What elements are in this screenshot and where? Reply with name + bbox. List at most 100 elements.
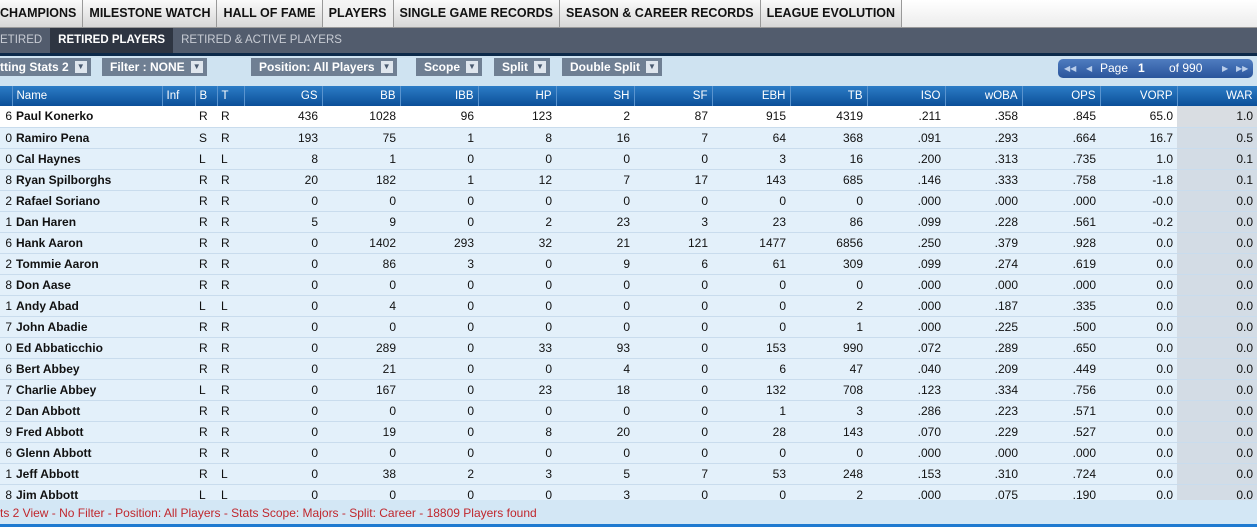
tab-champions[interactable]: CHAMPIONS — [0, 0, 84, 27]
table-row[interactable]: 1 Jeff Abbott R L 0 38 2 3 5 7 53 248.153.310.724 0.… — [0, 463, 1257, 485]
column-header-war[interactable]: WAR — [1177, 86, 1257, 106]
table-row[interactable]: 6 Hank Aaron R R 0 1402 293 32 21 121 1477 6856.250… — [0, 232, 1257, 254]
player-name[interactable]: Ramiro Pena — [12, 127, 162, 149]
filter-dropdown[interactable]: Filter : NONE ▼ — [102, 58, 207, 76]
tab-milestone-watch[interactable]: MILESTONE WATCH — [83, 0, 218, 27]
cell-ibb: 293 — [400, 232, 478, 254]
player-name[interactable]: Jeff Abbott — [12, 463, 162, 485]
column-header-bb[interactable]: BB — [322, 86, 401, 106]
cell-hp: 8 — [478, 127, 556, 149]
player-name[interactable]: Ed Abbaticchio — [12, 337, 162, 359]
table-row[interactable]: 0 Ed Abbaticchio R R 0 289 0 33 93 0 153 990.072.28… — [0, 337, 1257, 359]
column-header-b[interactable]: B — [195, 86, 218, 106]
table-row[interactable]: 0 Ramiro Pena S R 193 75 1 8 16 7 64 368.091.293.66… — [0, 127, 1257, 149]
subtab-retired-players[interactable]: RETIRED PLAYERS — [50, 28, 174, 53]
table-row[interactable]: 9 Fred Abbott R R 0 19 0 8 20 0 28 143.070.229.527 0… — [0, 421, 1257, 443]
player-name[interactable]: Dan Abbott — [12, 400, 162, 422]
players-table: Name Inf B T GS BB IBB HP SH SF EBH TB ISO wOBA OPS VOR… — [0, 86, 1257, 506]
split-dropdown[interactable]: Split ▼ — [494, 58, 550, 76]
player-name[interactable]: Charlie Abbey — [12, 379, 162, 401]
column-header-sh[interactable]: SH — [556, 86, 635, 106]
cell-ebh: 915 — [712, 106, 790, 128]
cell-gs: 0 — [244, 400, 322, 422]
player-name[interactable]: Cal Haynes — [12, 148, 162, 170]
table-row[interactable]: 7 John Abadie R R 0 0 0 0 0 0 0 1.000.225.500 0.0 0.0 — [0, 316, 1257, 338]
column-header-ebh[interactable]: EBH — [712, 86, 791, 106]
player-name[interactable]: Fred Abbott — [12, 421, 162, 443]
table-row[interactable]: 1 Dan Haren R R 5 9 0 2 23 3 23 86.099.228.561 -0.2 0… — [0, 211, 1257, 233]
tab-league-evolution[interactable]: LEAGUE EVOLUTION — [760, 0, 903, 27]
cell-ebh: 6 — [712, 358, 790, 380]
column-header-name[interactable]: Name — [12, 86, 163, 106]
prev-page-icon[interactable]: ◀ — [1086, 64, 1093, 73]
cell-ebh: 3 — [712, 148, 790, 170]
chevron-down-icon: ▼ — [646, 61, 658, 73]
tab-single-game-records[interactable]: SINGLE GAME RECORDS — [393, 0, 561, 27]
table-row[interactable]: 0 Cal Haynes L L 8 1 0 0 0 0 3 16.200.313.735 1.0 0.1 — [0, 148, 1257, 170]
subtab-retired-active-players[interactable]: RETIRED & ACTIVE PLAYERS — [181, 34, 342, 46]
next-page-icon[interactable]: ▶ — [1222, 64, 1229, 73]
column-header-t[interactable]: T — [217, 86, 245, 106]
first-page-icon[interactable]: ◀◀ — [1064, 64, 1077, 73]
cell-woba: .379 — [945, 232, 1022, 254]
double-split-dropdown[interactable]: Double Split ▼ — [562, 58, 662, 76]
player-name[interactable]: Dan Haren — [12, 211, 162, 233]
player-name[interactable]: John Abadie — [12, 316, 162, 338]
table-row[interactable]: 6 Glenn Abbott R R 0 0 0 0 0 0 0 0.000.000.000 0.0 0.… — [0, 442, 1257, 464]
player-name[interactable]: Tommie Aaron — [12, 253, 162, 275]
table-row[interactable]: 6 Bert Abbey R R 0 21 0 0 4 0 6 47.040.209.449 0.0 0.… — [0, 358, 1257, 380]
position-dropdown[interactable]: Position: All Players ▼ — [251, 58, 397, 76]
cell-vorp: -0.0 — [1100, 190, 1177, 212]
player-name[interactable]: Paul Konerko — [12, 106, 162, 128]
cell-b: R — [195, 106, 217, 128]
table-row[interactable]: 2 Rafael Soriano R R 0 0 0 0 0 0 0 0.000.000.000 -0.… — [0, 190, 1257, 212]
table-row[interactable]: 2 Tommie Aaron R R 0 86 3 0 9 6 61 309.099.274.619 0… — [0, 253, 1257, 275]
cell-inf — [162, 442, 195, 464]
cell-tb: 1 — [790, 316, 867, 338]
cell-ebh: 53 — [712, 463, 790, 485]
tab-players[interactable]: PLAYERS — [322, 0, 394, 27]
cell-bb: 0 — [322, 190, 400, 212]
player-name[interactable]: Don Aase — [12, 274, 162, 296]
player-name[interactable]: Bert Abbey — [12, 358, 162, 380]
cell-ebh: 0 — [712, 190, 790, 212]
page-number[interactable]: 1 — [1138, 61, 1145, 75]
tab-hall-of-fame[interactable]: HALL OF FAME — [217, 0, 323, 27]
player-name[interactable]: Andy Abad — [12, 295, 162, 317]
subtab-etired[interactable]: ETIRED — [0, 34, 43, 46]
player-name[interactable]: Jim Abbott — [12, 484, 162, 506]
column-header-tb[interactable]: TB — [790, 86, 868, 106]
column-header-inf[interactable]: Inf — [162, 86, 196, 106]
column-header-woba[interactable]: wOBA — [945, 86, 1023, 106]
table-row[interactable]: 8 Ryan Spilborghs R R 20 182 1 12 7 17 143 685.146.… — [0, 169, 1257, 191]
scope-dropdown[interactable]: Scope ▼ — [416, 58, 483, 76]
last-page-icon[interactable]: ▶▶ — [1236, 64, 1249, 73]
column-header-sf[interactable]: SF — [634, 86, 713, 106]
player-name[interactable]: Hank Aaron — [12, 232, 162, 254]
cell-inf — [162, 358, 195, 380]
cell-index: 6 — [0, 106, 12, 128]
column-header-hp[interactable]: HP — [478, 86, 557, 106]
view-dropdown[interactable]: tting Stats 2 ▼ — [0, 58, 91, 76]
column-header-gs[interactable]: GS — [244, 86, 323, 106]
cell-index: 0 — [0, 127, 12, 149]
table-row[interactable]: 7 Charlie Abbey L R 0 167 0 23 18 0 132 708.123.334… — [0, 379, 1257, 401]
cell-gs: 0 — [244, 358, 322, 380]
table-row[interactable]: 6 Paul Konerko R R 436 1028 96 123 2 87 915 4319.21… — [0, 106, 1257, 128]
column-header-iso[interactable]: ISO — [867, 86, 946, 106]
top-nav: CHAMPIONS MILESTONE WATCH HALL OF FAME PLAY… — [0, 0, 1257, 28]
cell-gs: 0 — [244, 232, 322, 254]
table-row[interactable]: 1 Andy Abad L L 0 4 0 0 0 0 0 2.000.187.335 0.0 0.0 — [0, 295, 1257, 317]
table-row[interactable]: 2 Dan Abbott R R 0 0 0 0 0 0 1 3.286.223.571 0.0 0.0 — [0, 400, 1257, 422]
player-name[interactable]: Rafael Soriano — [12, 190, 162, 212]
table-row[interactable]: 8 Don Aase R R 0 0 0 0 0 0 0 0.000.000.000 0.0 0.0 — [0, 274, 1257, 296]
player-name[interactable]: Glenn Abbott — [12, 442, 162, 464]
column-header-ops[interactable]: OPS — [1022, 86, 1101, 106]
player-name[interactable]: Ryan Spilborghs — [12, 169, 162, 191]
column-header-ibb[interactable]: IBB — [400, 86, 479, 106]
cell-inf — [162, 316, 195, 338]
column-header-index[interactable] — [0, 86, 13, 106]
column-header-vorp[interactable]: VORP — [1100, 86, 1178, 106]
cell-gs: 0 — [244, 253, 322, 275]
tab-season-career-records[interactable]: SEASON & CAREER RECORDS — [560, 0, 761, 27]
